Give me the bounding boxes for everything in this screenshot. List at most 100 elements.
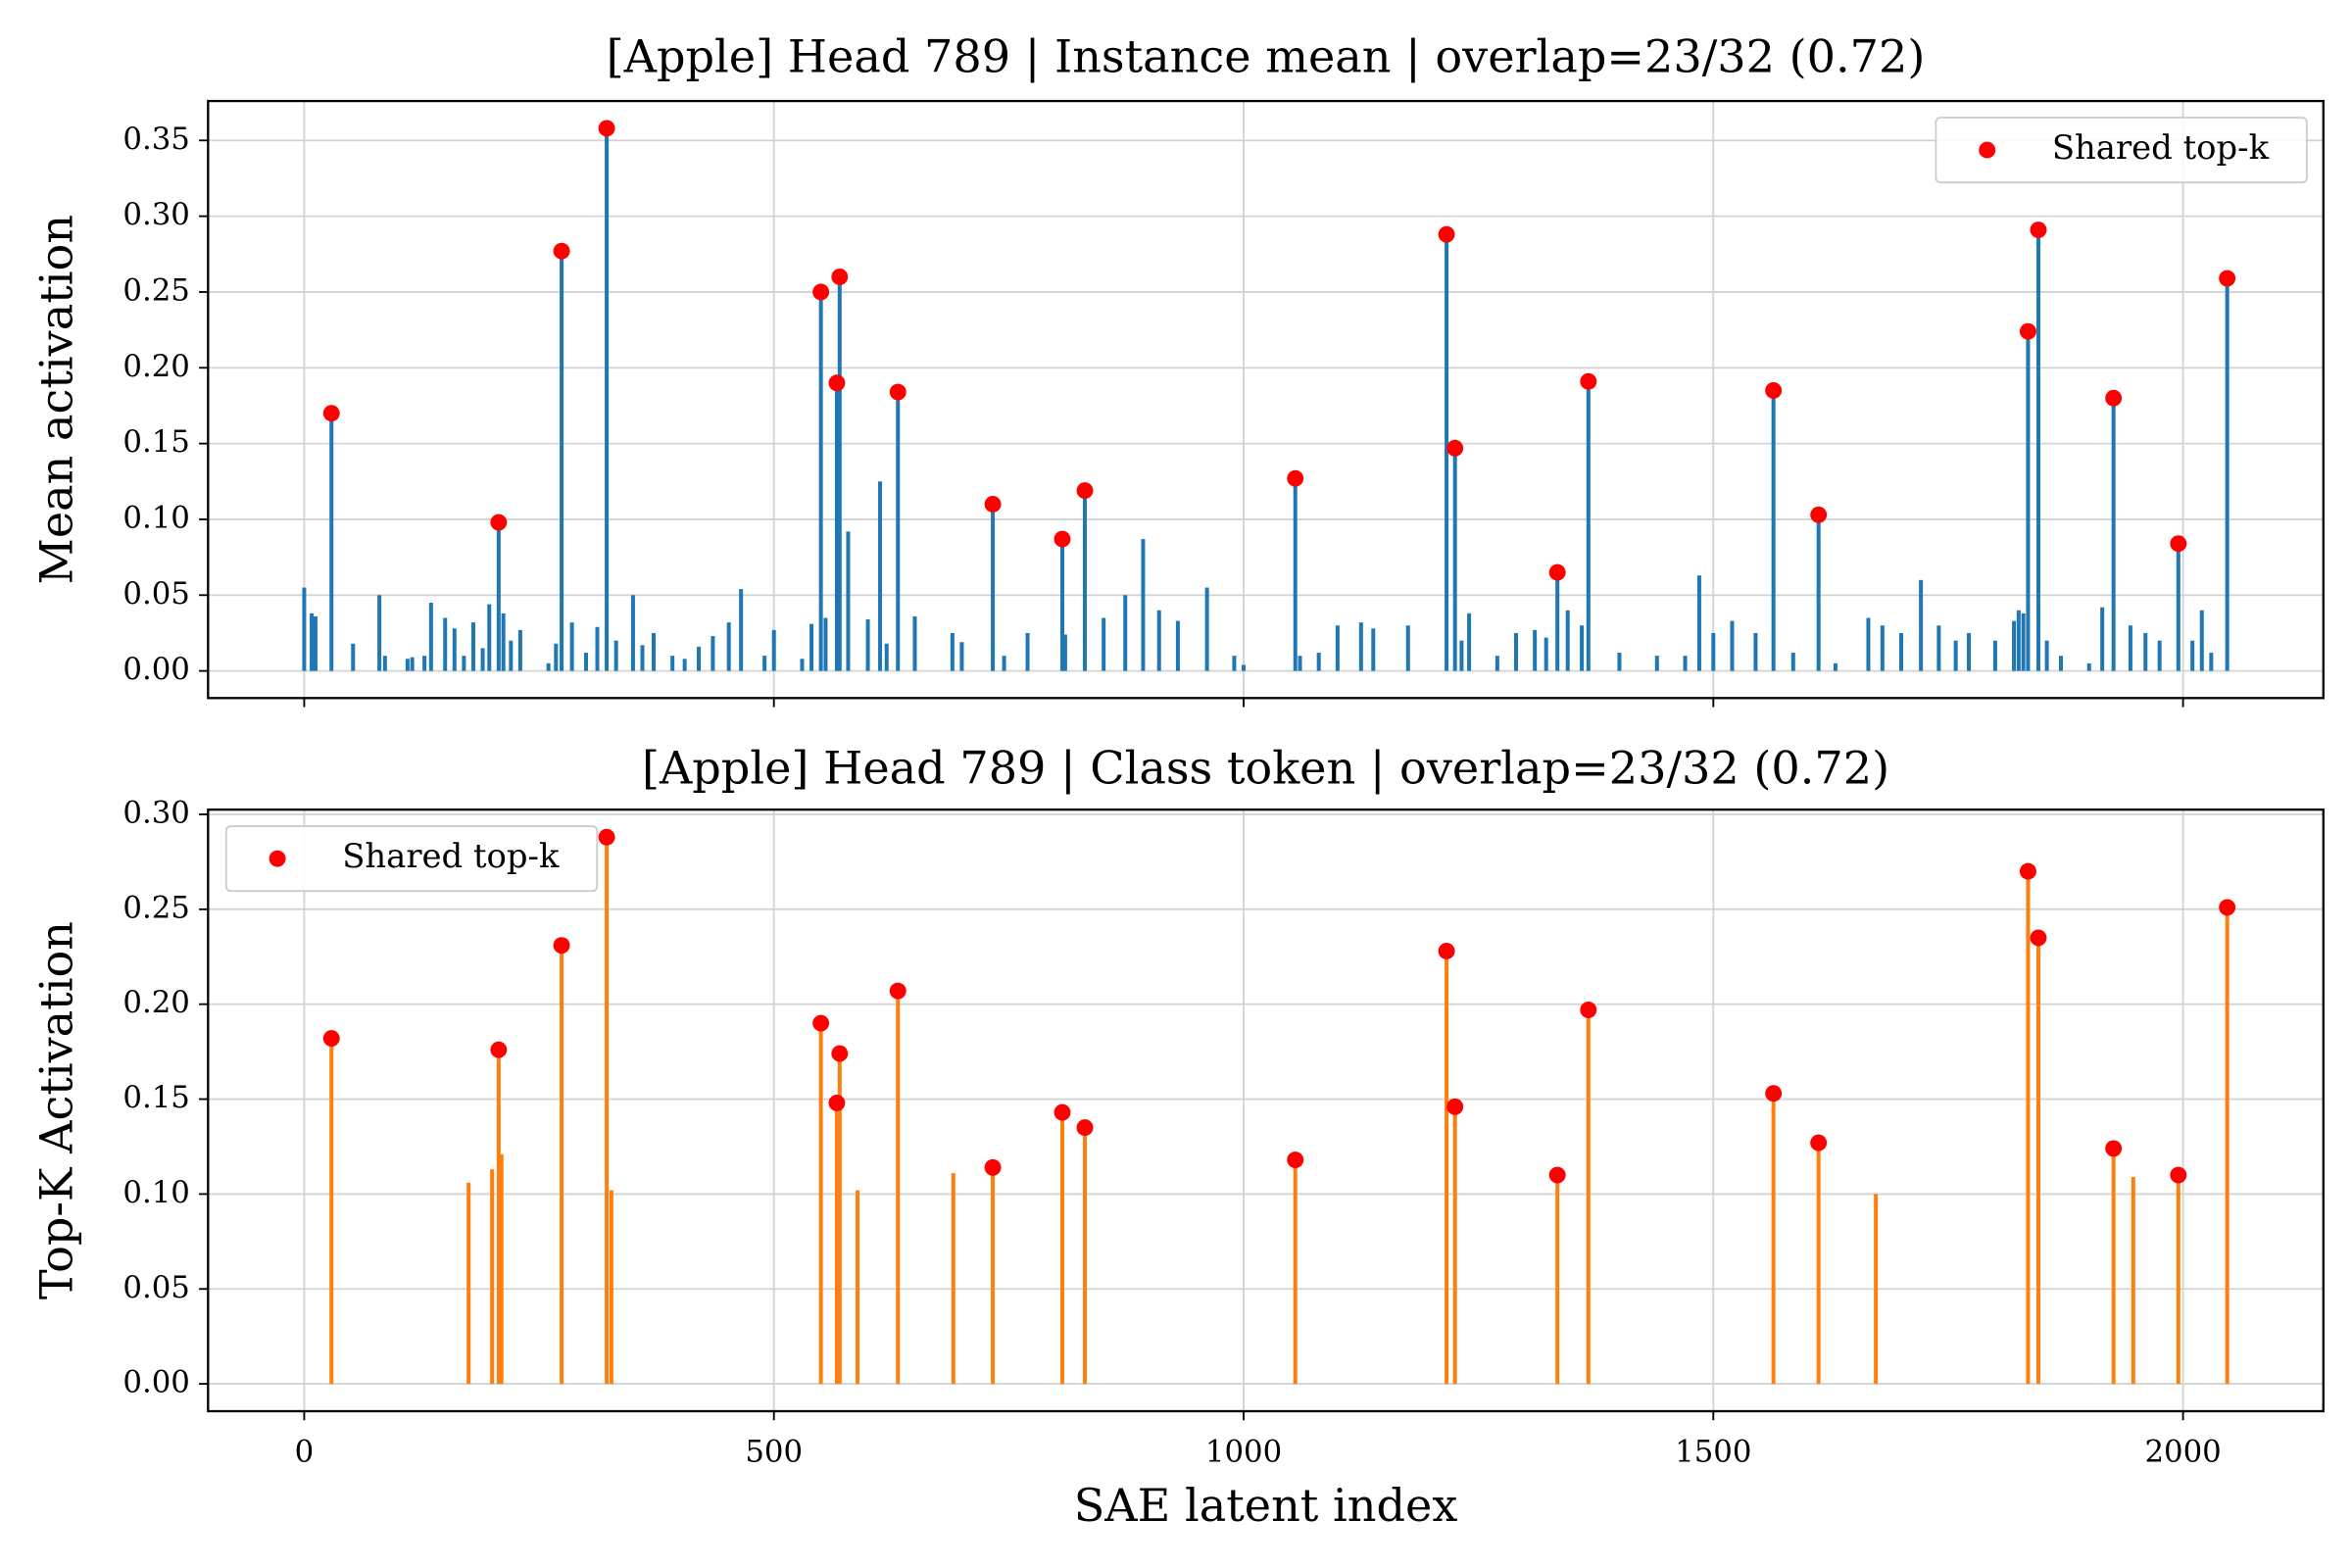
bar bbox=[1371, 628, 1376, 671]
shared-marker bbox=[1446, 439, 1464, 457]
bar bbox=[1967, 632, 1972, 671]
shared-marker bbox=[1580, 1002, 1597, 1018]
shared-marker bbox=[1580, 372, 1597, 390]
shared-marker bbox=[490, 1041, 508, 1058]
x-tick-label: 2000 bbox=[2144, 1435, 2221, 1470]
bar bbox=[2176, 543, 2180, 671]
bar bbox=[583, 653, 588, 671]
bar bbox=[487, 604, 492, 671]
y-axis-label: Mean activation bbox=[30, 215, 83, 584]
shared-marker bbox=[1548, 564, 1566, 581]
y-tick-label: 0.05 bbox=[122, 576, 189, 612]
bar bbox=[856, 1190, 860, 1385]
bar bbox=[818, 291, 823, 671]
bar bbox=[1293, 478, 1298, 671]
shared-marker bbox=[1765, 382, 1783, 399]
y-tick-label: 0.20 bbox=[122, 349, 189, 384]
shared-marker bbox=[2030, 929, 2047, 947]
bar bbox=[509, 640, 514, 671]
shared-marker bbox=[1076, 1119, 1094, 1137]
bar bbox=[1816, 514, 1821, 671]
chart-title: [Apple] Head 789 | Instance mean | overl… bbox=[607, 30, 1926, 83]
bar bbox=[313, 615, 318, 671]
bar bbox=[595, 626, 600, 671]
bar bbox=[1459, 640, 1464, 671]
y-tick-label: 0.00 bbox=[122, 1365, 189, 1400]
y-tick-label: 0.35 bbox=[122, 122, 189, 157]
bar bbox=[697, 646, 702, 671]
bar bbox=[480, 648, 485, 671]
bar bbox=[1683, 656, 1688, 671]
legend-marker bbox=[269, 850, 286, 867]
bar bbox=[1874, 1194, 1879, 1385]
shared-marker bbox=[828, 374, 846, 392]
shared-marker bbox=[1810, 1134, 1828, 1152]
bar bbox=[2225, 906, 2230, 1385]
shared-marker bbox=[2219, 899, 2236, 916]
bar bbox=[2111, 398, 2116, 671]
shared-marker bbox=[1810, 506, 1828, 523]
bar bbox=[1025, 632, 1030, 671]
y-tick-label: 0.00 bbox=[122, 652, 189, 687]
bar bbox=[630, 595, 635, 671]
bar bbox=[1753, 632, 1758, 671]
y-tick-label: 0.25 bbox=[122, 272, 189, 308]
bar bbox=[496, 1050, 501, 1385]
bar bbox=[2021, 612, 2026, 671]
x-tick-label: 0 bbox=[295, 1435, 315, 1470]
bar bbox=[1514, 632, 1519, 671]
bar bbox=[382, 656, 387, 671]
x-tick-label: 1500 bbox=[1675, 1435, 1751, 1470]
y-tick-label: 0.05 bbox=[122, 1270, 189, 1305]
bar bbox=[846, 531, 851, 671]
bar bbox=[1565, 610, 1570, 671]
bar bbox=[2111, 1148, 2116, 1385]
y-tick-label: 0.10 bbox=[122, 1175, 189, 1210]
bar bbox=[1358, 622, 1363, 671]
y-tick-label: 0.25 bbox=[122, 890, 189, 925]
bar bbox=[1833, 662, 1838, 671]
bar bbox=[546, 662, 551, 671]
bar bbox=[834, 382, 839, 671]
bar bbox=[560, 251, 564, 671]
bar bbox=[1293, 1159, 1298, 1385]
shared-marker bbox=[598, 120, 615, 137]
bar bbox=[818, 1023, 823, 1385]
bar bbox=[1123, 595, 1128, 671]
bar bbox=[1866, 617, 1871, 671]
legend-label: Shared top-k bbox=[342, 837, 560, 875]
shared-marker bbox=[2105, 1140, 2123, 1157]
shared-marker bbox=[2219, 270, 2236, 287]
bar bbox=[640, 645, 645, 671]
bar bbox=[422, 656, 427, 671]
bar bbox=[1555, 1175, 1560, 1385]
bar bbox=[1298, 656, 1302, 671]
bar bbox=[1141, 539, 1146, 671]
bar bbox=[2026, 871, 2031, 1385]
bar bbox=[1533, 629, 1538, 671]
bar bbox=[310, 612, 315, 671]
shared-marker bbox=[2019, 322, 2036, 340]
bar bbox=[2131, 1176, 2135, 1385]
bar bbox=[501, 612, 506, 671]
shared-marker bbox=[1438, 943, 1455, 959]
bar bbox=[1544, 637, 1548, 671]
bar bbox=[2058, 656, 2063, 671]
bar bbox=[823, 617, 828, 671]
bar bbox=[452, 628, 457, 671]
bar bbox=[682, 659, 687, 671]
legend-box bbox=[1935, 117, 2308, 184]
bar bbox=[1452, 448, 1457, 671]
bar bbox=[1494, 656, 1499, 671]
bar bbox=[1445, 234, 1449, 671]
bar bbox=[1445, 951, 1449, 1385]
bar bbox=[1899, 632, 1904, 671]
bar bbox=[1156, 610, 1161, 671]
shared-marker bbox=[889, 982, 906, 1000]
bar bbox=[2044, 640, 2049, 671]
bar bbox=[302, 587, 307, 671]
bar bbox=[1953, 640, 1958, 671]
bar bbox=[800, 659, 805, 671]
shared-marker bbox=[1287, 1152, 1304, 1168]
